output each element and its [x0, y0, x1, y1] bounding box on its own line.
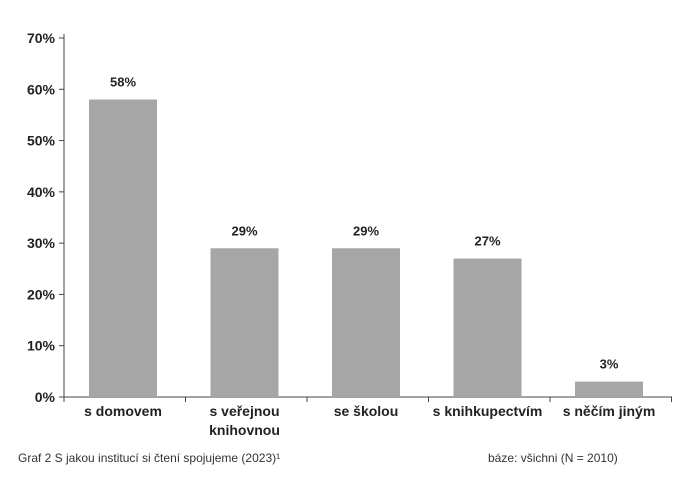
x-category-label: s něčím jiným — [563, 403, 656, 419]
y-tick-label: 30% — [27, 235, 56, 251]
y-tick-label: 70% — [27, 30, 56, 46]
data-label: 29% — [353, 223, 379, 238]
y-tick-label: 50% — [27, 133, 56, 149]
bar — [332, 248, 400, 397]
bar — [453, 258, 522, 397]
y-tick-label: 40% — [27, 184, 56, 200]
y-tick-label: 10% — [27, 338, 56, 354]
chart-caption-title: Graf 2 S jakou institucí si čtení spojuj… — [18, 451, 281, 465]
x-category-label-line: s knihkupectvím — [433, 403, 543, 419]
x-category-label-line: se školou — [334, 403, 399, 419]
x-category-label: s domovem — [84, 403, 162, 419]
x-category-label-line: s veřejnou — [209, 403, 279, 419]
bar — [575, 381, 643, 397]
x-category-label-line: knihovnou — [209, 422, 280, 438]
bar — [210, 248, 279, 397]
data-label: 27% — [474, 234, 500, 249]
data-label: 58% — [110, 75, 136, 90]
x-category-label-line: s domovem — [84, 403, 162, 419]
y-tick-label: 60% — [27, 81, 56, 97]
data-label: 3% — [600, 357, 619, 372]
x-category-label-line: s něčím jiným — [563, 403, 656, 419]
chart-caption-base: báze: všichni (N = 2010) — [488, 451, 618, 465]
y-tick-label: 20% — [27, 286, 56, 302]
y-tick-label: 0% — [35, 389, 56, 405]
x-category-label: s knihkupectvím — [433, 403, 543, 419]
bar — [89, 99, 157, 398]
x-category-label: se školou — [334, 403, 399, 419]
x-category-label: s veřejnou knihovnou — [209, 403, 280, 438]
bar-chart: 0% 10% 20% 30% 40% 50% 60% 70% 58% s domovem 29% s … — [27, 30, 672, 438]
data-label: 29% — [231, 223, 257, 238]
